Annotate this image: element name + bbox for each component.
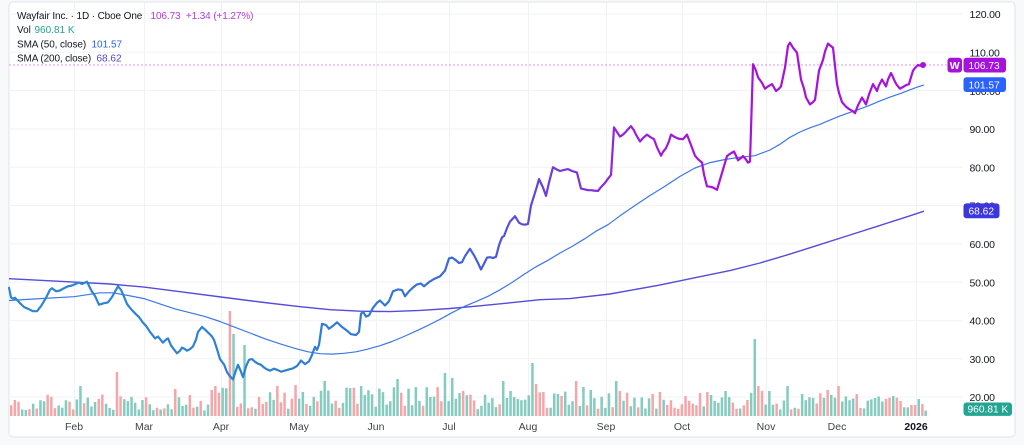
svg-text:Mar: Mar bbox=[135, 421, 154, 433]
svg-text:68.62: 68.62 bbox=[97, 53, 122, 64]
svg-text:Jul: Jul bbox=[442, 421, 455, 433]
svg-text:50.00: 50.00 bbox=[970, 277, 996, 289]
svg-text:80.00: 80.00 bbox=[970, 162, 996, 174]
svg-text:Aug: Aug bbox=[519, 421, 538, 433]
svg-text:Vol: Vol bbox=[17, 25, 31, 36]
svg-text:960.81 K: 960.81 K bbox=[35, 25, 75, 36]
svg-text:May: May bbox=[289, 421, 310, 433]
svg-text:120.00: 120.00 bbox=[970, 9, 1001, 21]
svg-text:Apr: Apr bbox=[213, 421, 230, 433]
svg-text:Feb: Feb bbox=[65, 421, 83, 433]
svg-text:Dec: Dec bbox=[828, 421, 847, 433]
svg-text:SMA (200, close): SMA (200, close) bbox=[17, 53, 91, 64]
svg-text:40.00: 40.00 bbox=[970, 316, 996, 328]
svg-text:101.57: 101.57 bbox=[969, 80, 1000, 91]
svg-text:W: W bbox=[950, 60, 960, 72]
svg-text:Wayfair Inc. · 1D · Cboe One: Wayfair Inc. · 1D · Cboe One bbox=[17, 11, 143, 22]
svg-text:60.00: 60.00 bbox=[970, 239, 996, 251]
svg-text:Sep: Sep bbox=[597, 421, 616, 433]
svg-text:960.81 K: 960.81 K bbox=[968, 405, 1009, 416]
svg-text:106.73: 106.73 bbox=[969, 61, 1000, 72]
svg-text:SMA (50, close): SMA (50, close) bbox=[17, 40, 86, 51]
svg-text:30.00: 30.00 bbox=[970, 354, 996, 366]
svg-text:2026: 2026 bbox=[904, 421, 928, 433]
svg-text:20.00: 20.00 bbox=[970, 392, 996, 404]
svg-text:Nov: Nov bbox=[757, 421, 776, 433]
svg-text:110.00: 110.00 bbox=[970, 48, 1000, 60]
svg-text:Oct: Oct bbox=[674, 421, 690, 433]
svg-text:101.57: 101.57 bbox=[92, 40, 123, 51]
svg-text:90.00: 90.00 bbox=[970, 124, 996, 136]
svg-text:Jun: Jun bbox=[368, 421, 385, 433]
svg-text:68.62: 68.62 bbox=[969, 207, 995, 218]
svg-text:106.73 +1.34 (+1.27%): 106.73 +1.34 (+1.27%) bbox=[151, 11, 254, 22]
